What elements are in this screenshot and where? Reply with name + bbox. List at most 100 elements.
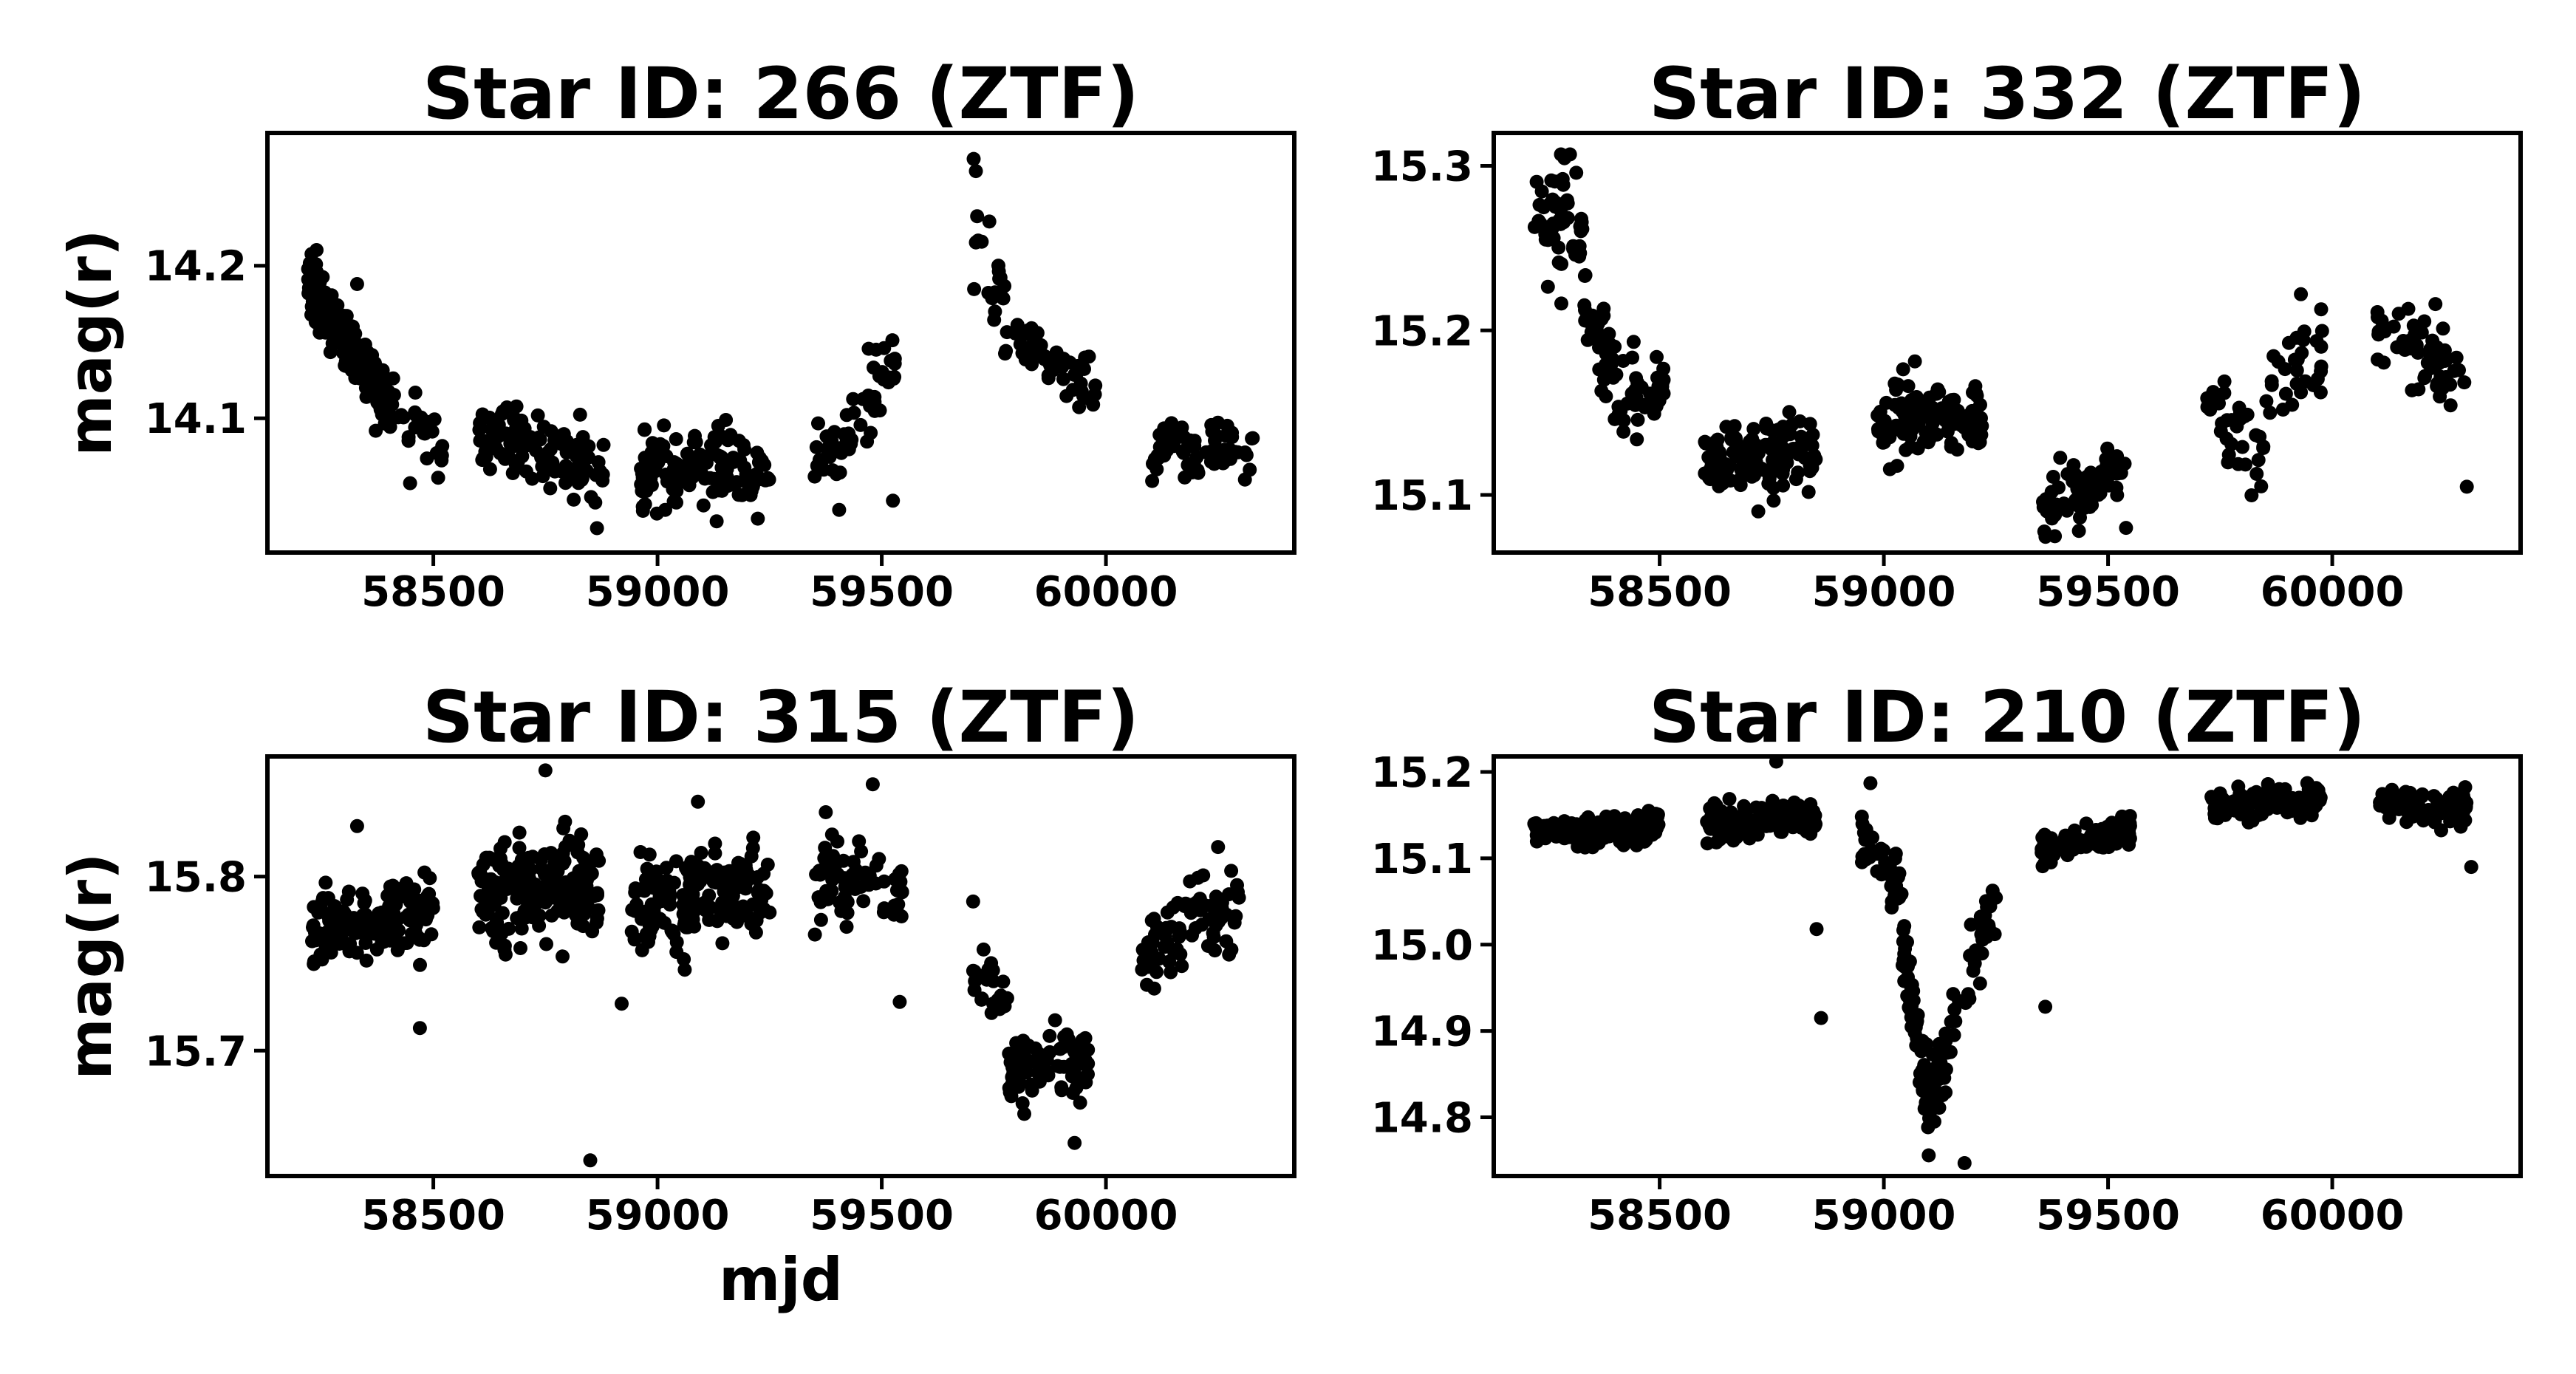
panel-4-point-517: [2035, 830, 2050, 845]
panel-3-point-368: [505, 878, 520, 893]
panel-3-point-529: [708, 836, 722, 851]
panel-4-point-731: [2430, 793, 2445, 808]
panel-2-point-184: [1734, 462, 1749, 476]
panel-3-point-358: [479, 890, 493, 905]
panel-4-point-134: [1629, 838, 1644, 852]
panel-1-point-226: [383, 420, 397, 434]
panel-2-point-403: [2117, 457, 2132, 471]
panel-1-point-343: [571, 476, 586, 491]
panel-3-point-353: [514, 921, 529, 936]
panel-3-point-258: [574, 827, 589, 841]
panel-3-points: [305, 763, 1246, 1168]
panel-3-point-775: [1164, 965, 1178, 980]
panel-2-point-37: [1546, 216, 1560, 231]
panel-3-point-800: [1173, 947, 1188, 962]
panel-3-point-309: [472, 920, 487, 934]
panel-3-point-611: [825, 872, 840, 887]
panel-2-point-341: [1907, 354, 1922, 369]
panel-1-point-414: [737, 460, 752, 475]
panel-4-point-426: [1972, 976, 1987, 991]
panel-2-point-241: [1766, 441, 1780, 456]
panel-3-point-808: [892, 994, 907, 1009]
panel-1-point-307: [517, 421, 532, 436]
panel-3-point-491: [648, 898, 663, 912]
panel-1-point-349: [581, 450, 596, 465]
panel-3-point-532: [641, 934, 655, 949]
panel-3-point-363: [583, 867, 598, 882]
panel-3-point-292: [584, 888, 598, 903]
panel-2-point-27: [1534, 184, 1549, 199]
panel-4-point-359: [1898, 941, 1913, 956]
panel-2-point-405: [2051, 480, 2066, 495]
panel-2-point-416: [2068, 493, 2083, 507]
panel-3-point-795: [1144, 913, 1159, 928]
panel-3-xtick-label-2: 59500: [810, 1192, 954, 1240]
panel-3-point-155: [351, 925, 366, 940]
panel-2-point-406: [2048, 529, 2063, 544]
panel-2-point-92: [1598, 331, 1613, 346]
panel-4-point-265: [1794, 820, 1808, 835]
panel-2-point-95: [1626, 335, 1641, 349]
panel-1-point-581: [1056, 352, 1071, 366]
panel-4-point-348: [1897, 960, 1912, 974]
panel-3-point-667: [1042, 1028, 1057, 1043]
panel-2-point-355: [1921, 435, 1936, 450]
panel-1-ticks: 58500 59000 59500 60000 14.1 14.2: [145, 243, 1178, 616]
panel-4-point-254: [1803, 797, 1818, 812]
panel-2-point-44: [1533, 216, 1548, 230]
panel-1-point-242: [475, 407, 490, 422]
panel-2-point-423: [2066, 458, 2081, 473]
panel-1-point-509: [829, 467, 844, 482]
panel-3-point-812: [615, 997, 629, 1011]
panel-2-point-521: [2409, 338, 2424, 352]
panel-1-point-665: [1225, 425, 1240, 440]
panel-4-point-136: [1613, 834, 1627, 849]
panel-4-point-524: [2066, 842, 2080, 857]
panel-4-point-306: [1885, 894, 1899, 909]
panel-4-point-269: [1785, 809, 1799, 824]
panel-2-point-457: [2249, 428, 2264, 442]
panel-2-point-34: [1560, 211, 1575, 225]
panel-3-point-794: [1140, 977, 1154, 992]
panel-3-point-790: [1135, 963, 1149, 977]
panel-3-point-169: [408, 925, 423, 940]
panel-3-point-759: [1157, 940, 1172, 954]
panel-3-point-610: [813, 895, 828, 909]
panel-1-xtick-label-0: 58500: [361, 568, 505, 616]
panel-2-point-113: [1629, 371, 1644, 386]
panel-3-point-544: [748, 925, 763, 940]
panel-3-point-644: [968, 974, 983, 988]
panel-4-point-124: [1565, 828, 1579, 843]
panel-2-point-238: [1747, 456, 1762, 471]
panel-3-point-359: [543, 889, 558, 903]
panel-1-point-682: [1213, 449, 1228, 464]
panel-3-point-579: [824, 827, 839, 842]
panel-3: Star ID: 315 (ZTF) mag(r) mjd 58500 59000…: [56, 676, 1296, 1314]
panel-4-point-120: [1605, 813, 1619, 828]
panel-2-point-418: [2099, 452, 2114, 466]
panel-1-point-196: [349, 346, 363, 361]
panel-4-point-633: [2213, 786, 2227, 801]
panel-3-point-527: [741, 909, 756, 924]
panel-1-point-620: [1145, 474, 1160, 488]
panel-1-point-475: [720, 470, 734, 484]
panel-3-point-681: [1053, 1059, 1067, 1074]
panel-1-point-472: [744, 484, 759, 499]
panel-4-point-394: [1932, 1072, 1947, 1087]
panel-3-point-366: [479, 850, 493, 865]
panel-4-point-640: [2268, 799, 2283, 813]
panel-4-point-747: [1863, 776, 1878, 790]
panel-1-point-299: [519, 464, 533, 479]
panel-3-xtick-label-1: 59000: [586, 1192, 730, 1240]
panel-1-point-680: [1160, 443, 1175, 457]
panel-3-point-545: [690, 868, 705, 883]
panel-4-point-649: [2253, 788, 2268, 803]
panel-1-point-418: [737, 438, 751, 452]
panel-3-point-535: [688, 900, 703, 915]
panel-3-point-548: [741, 867, 755, 882]
panel-3-point-273: [571, 838, 586, 852]
panel-2-point-208: [1788, 472, 1803, 487]
panel-3-point-154: [422, 886, 437, 901]
panel-3-point-326: [590, 915, 604, 930]
panel-2-point-216: [1797, 451, 1812, 465]
